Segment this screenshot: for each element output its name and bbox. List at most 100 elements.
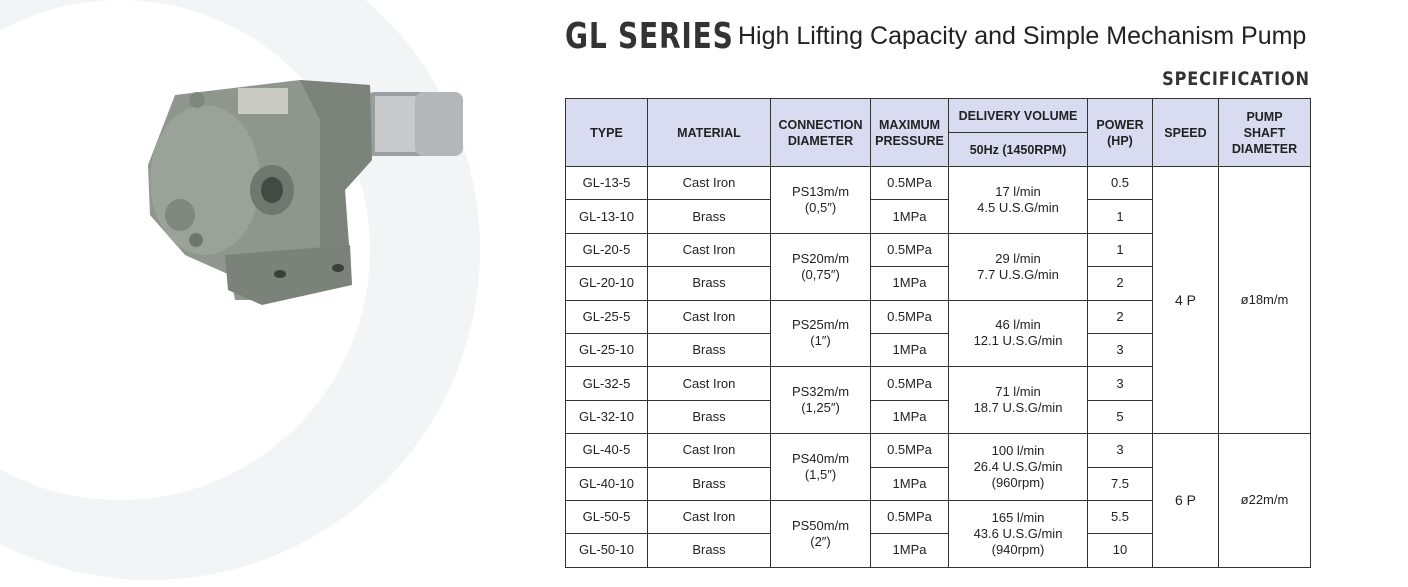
cell: 0.5MPa (870, 366, 949, 401)
data-row: GL-13-10 Brass 1MPa 1 (565, 199, 1311, 234)
cell: 1MPa (870, 399, 949, 435)
cell-line: TYPE (590, 125, 623, 140)
data-row: GL-50-10 Brass 1MPa 10 (565, 533, 1311, 568)
header-row: 50Hz (1450RPM) (566, 132, 1311, 167)
cell: Cast Iron (647, 499, 771, 535)
cell-line: POWER (1096, 117, 1144, 132)
cell-line: DELIVERY VOLUME (958, 108, 1078, 123)
data-row: GL-25-10 Brass 1MPa 3 (565, 332, 1311, 368)
delivery-cell: 17 l/min 4.5 U.S.G/min (948, 166, 1088, 234)
cell: GL-25-5 (565, 299, 648, 334)
cell-line: (HP) (1107, 133, 1133, 148)
cell-line: 46 l/min (995, 317, 1041, 333)
cell-line: DIAMETER (787, 133, 854, 148)
delivery-cell: 29 l/min 7.7 U.S.G/min (948, 232, 1088, 301)
shaft-cell: ø22m/m (1218, 433, 1311, 568)
spec-table: TYPE MATERIAL CONNECTION DIAMETER MAXIMUM PRE… (565, 98, 1311, 568)
connection-cell: PS50m/m (2″) (770, 499, 871, 568)
cell: Cast Iron (647, 433, 771, 468)
header-cell: SPEED (1152, 98, 1219, 167)
cell: 0.5MPa (870, 433, 949, 468)
connection-cell: PS40m/m (1,5″) (770, 433, 871, 501)
cell-line: PS50m/m (791, 517, 850, 533)
cell-line: (940rpm) (991, 541, 1045, 557)
header-cell: MATERIAL (647, 98, 771, 167)
cell-line: 43.6 U.S.G/min (973, 525, 1063, 541)
cell: 2 (1087, 266, 1153, 301)
cell-line: 17 l/min (995, 183, 1041, 199)
cell-line: MATERIAL (677, 125, 741, 140)
data-row: GL-32-5 Cast Iron PS32m/m (1,25″) 0.5MPa 71 l… (565, 366, 1311, 435)
cell: 1MPa (870, 332, 949, 368)
cell: 10 (1087, 533, 1153, 568)
cell-line: CONNECTION (778, 117, 863, 132)
header-cell: TYPE (565, 98, 648, 167)
header-cell: POWER (HP) (1087, 98, 1153, 167)
shaft-cell: ø18m/m (1218, 165, 1311, 435)
cell: GL-13-5 (565, 165, 648, 201)
speed-cell: 4 P (1152, 165, 1219, 435)
cell: Brass (647, 399, 771, 435)
subtitle: High Lifting Capacity and Simple Mechani… (738, 22, 1307, 50)
data-row: GL-32-10 Brass 1MPa 5 (565, 399, 1311, 435)
cell: GL-50-10 (565, 533, 648, 568)
header-cell: DELIVERY VOLUME (948, 98, 1088, 133)
cell-line: PUMP (1246, 109, 1283, 124)
cell-line: (2″) (810, 533, 831, 549)
cell-line: PS25m/m (791, 317, 850, 333)
cell: 1 (1087, 199, 1153, 234)
cell-line: PS32m/m (791, 384, 850, 400)
cell-line: 12.1 U.S.G/min (973, 333, 1063, 349)
cell-line: 18.7 U.S.G/min (973, 400, 1063, 416)
cell: 3 (1087, 433, 1153, 468)
header-cell: CONNECTION DIAMETER (770, 98, 871, 167)
cell: GL-13-10 (565, 199, 648, 234)
data-row: GL-20-10 Brass 1MPa 2 (565, 266, 1311, 301)
cell: GL-50-5 (565, 499, 648, 535)
cell: 0.5MPa (870, 232, 949, 268)
data-row: GL-40-5 Cast Iron PS40m/m (1,5″) 0.5MPa 100 l… (565, 433, 1311, 568)
cell: Brass (647, 266, 771, 301)
cell: 3 (1087, 366, 1153, 401)
cell: GL-40-5 (565, 433, 648, 468)
cell: 1MPa (870, 266, 949, 301)
cell-line: (0,75″) (801, 266, 840, 282)
data-row: GL-40-10 Brass 1MPa 7.5 (565, 466, 1311, 501)
cell: 0.5 (1087, 165, 1153, 201)
cell: Cast Iron (647, 299, 771, 334)
cell: GL-40-10 (565, 466, 648, 501)
subheader-cell: 50Hz (1450RPM) (948, 132, 1088, 167)
cell-line: 26.4 U.S.G/min (973, 459, 1063, 475)
cell: Brass (647, 466, 771, 501)
cell-line: MAXIMUM (878, 117, 941, 132)
connection-cell: PS32m/m (1,25″) (770, 366, 871, 435)
delivery-cell: 71 l/min 18.7 U.S.G/min (948, 366, 1088, 435)
cell: 1MPa (870, 533, 949, 568)
cell-line: SHAFT (1243, 125, 1286, 140)
cell: 0.5MPa (870, 165, 949, 201)
delivery-cell: 165 l/min 43.6 U.S.G/min (940rpm) (948, 499, 1088, 568)
pump (148, 80, 463, 305)
data-row: GL-50-5 Cast Iron PS50m/m (2″) 0.5MPa 165 l/m… (565, 499, 1311, 568)
cell: GL-20-5 (565, 232, 648, 268)
connection-cell: PS20m/m (0,75″) (770, 232, 871, 301)
cell-line: SPEED (1164, 125, 1207, 140)
series-title: GL SERIES (565, 16, 734, 57)
cell: 3 (1087, 332, 1153, 368)
data-row: GL-13-5 Cast Iron PS13m/m (0,5″) 0.5MPa 17 l/… (565, 165, 1311, 435)
delivery-cell: 46 l/min 12.1 U.S.G/min (948, 299, 1088, 368)
cell: 1MPa (870, 466, 949, 501)
cell: Cast Iron (647, 165, 771, 201)
cell: 2 (1087, 299, 1153, 334)
cell-line: 7.7 U.S.G/min (977, 266, 1059, 282)
cell-line: (960rpm) (991, 475, 1045, 491)
cell-line: PS40m/m (791, 451, 850, 467)
cell-line: 71 l/min (995, 384, 1041, 400)
cell-line: 4.5 U.S.G/min (977, 199, 1059, 215)
cell: Cast Iron (647, 366, 771, 401)
cell: GL-32-5 (565, 366, 648, 401)
cell: 1MPa (870, 199, 949, 234)
cell-line: PS20m/m (791, 250, 850, 266)
cell-line: (1,25″) (801, 400, 840, 416)
